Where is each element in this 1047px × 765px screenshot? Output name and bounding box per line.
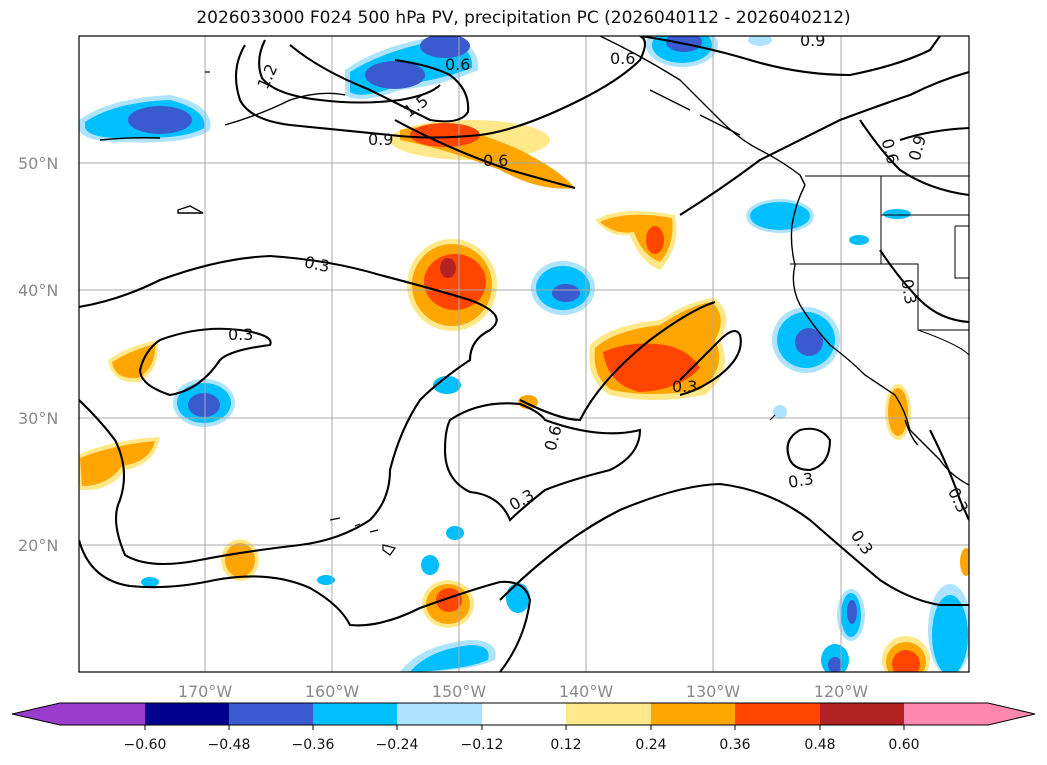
lat-label-20n: 20°N: [18, 536, 58, 555]
colorbar-segment: [229, 703, 313, 725]
map-title: 2026033000 F024 500 hPa PV, precipitatio…: [196, 8, 851, 28]
colorbar-segment: [735, 703, 820, 725]
islands: [205, 71, 776, 556]
contour-label: 0.3: [897, 278, 920, 306]
lon-label-170w: 170°W: [178, 682, 233, 701]
longitude-labels: 170°W 160°W 150°W 140°W 130°W 120°W: [178, 682, 869, 701]
colorbar-tick-label: 0.12: [550, 737, 581, 753]
contour-label: 0.9: [368, 130, 393, 149]
colorbar-segment: [313, 703, 397, 725]
colorbar-tick-label: −0.36: [292, 737, 335, 753]
contour-label: 0.6: [610, 49, 635, 68]
colorbar-tick-label: −0.24: [376, 737, 419, 753]
contour-label: 0.6: [483, 151, 508, 170]
contour-label: 0.3: [672, 377, 697, 396]
colorbar-tick-label: −0.60: [124, 737, 167, 753]
lat-label-30n: 30°N: [18, 409, 58, 428]
colorbar-tick-label: 0.36: [719, 737, 750, 753]
precip-negative-areas: [79, 36, 969, 672]
colorbar-extend-max: [988, 703, 1035, 725]
lon-label-150w: 150°W: [432, 682, 487, 701]
precip-positive-areas: [79, 120, 969, 672]
colorbar-tick-label: 0.48: [804, 737, 835, 753]
colorbar: −0.60 −0.48 −0.36 −0.24 −0.12 0.12 0.24 …: [11, 702, 1036, 753]
lat-label-50n: 50°N: [18, 154, 58, 173]
lon-label-120w: 120°W: [814, 682, 869, 701]
pv-contours: [79, 36, 969, 672]
colorbar-tick-label: 0.60: [888, 737, 919, 753]
contour-label: 0.6: [445, 55, 470, 74]
lon-label-140w: 140°W: [559, 682, 614, 701]
colorbar-segment: [820, 703, 904, 725]
colorbar-segment: [60, 703, 145, 725]
colorbar-tick-label: −0.48: [208, 737, 251, 753]
colorbar-segment: [566, 703, 651, 725]
colorbar-segment: [651, 703, 735, 725]
colorbar-segment: [397, 703, 482, 725]
colorbar-segment: [145, 703, 229, 725]
colorbar-segment: [482, 703, 566, 725]
colorbar-tick-label: −0.12: [461, 737, 504, 753]
contour-label: 0.3: [787, 469, 815, 492]
colorbar-tick-label: 0.24: [635, 737, 666, 753]
lon-label-160w: 160°W: [305, 682, 360, 701]
map-frame: [78, 35, 970, 673]
colorbar-segment: [904, 703, 988, 725]
contour-label: 0.3: [303, 252, 332, 276]
contour-label: 0.3: [228, 325, 253, 344]
coastlines: [99, 36, 969, 486]
colorbar-extend-min: [12, 703, 60, 725]
lon-label-130w: 130°W: [686, 682, 741, 701]
contour-label: 0.9: [800, 31, 825, 50]
lat-label-40n: 40°N: [18, 281, 58, 300]
latitude-labels: 50°N 40°N 30°N 20°N: [18, 154, 58, 555]
